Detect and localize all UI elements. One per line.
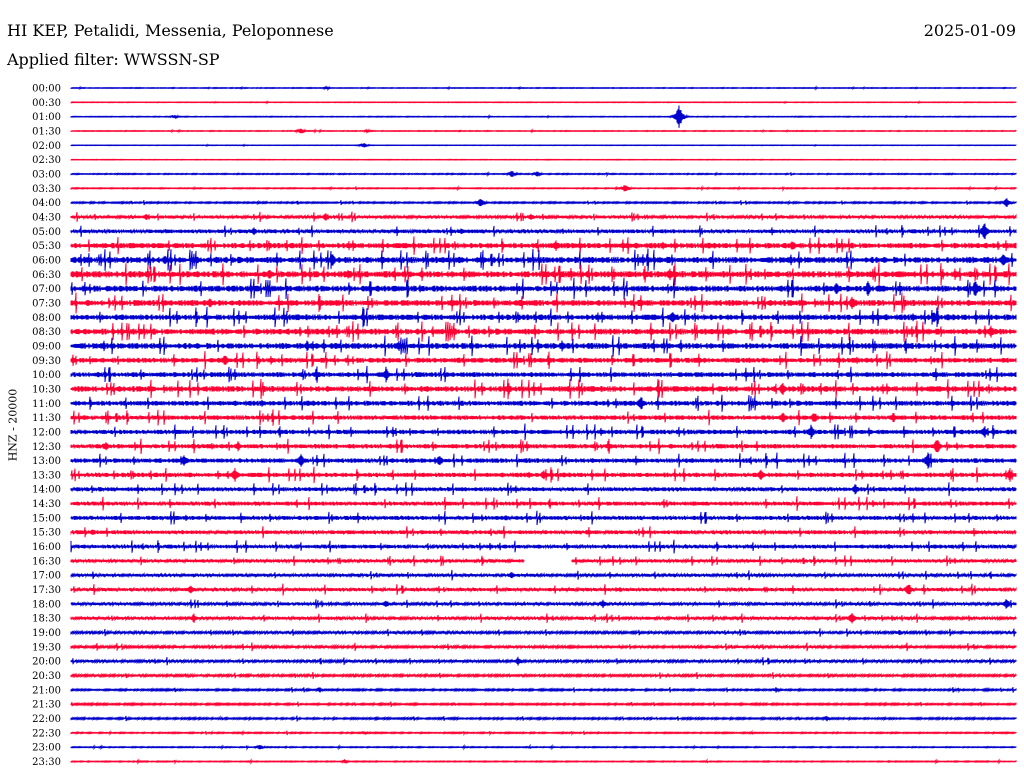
trace-time-label: 05:00 [32, 227, 61, 238]
station-title: HI KEP, Petalidi, Messenia, Peloponnese [7, 21, 334, 40]
trace-time-label: 10:00 [32, 370, 61, 381]
trace-time-label: 03:00 [32, 169, 61, 180]
trace-time-label: 04:00 [32, 198, 61, 209]
trace-time-label: 04:30 [32, 212, 61, 223]
trace-time-label: 02:00 [32, 141, 61, 152]
trace-time-label: 01:00 [32, 112, 61, 123]
trace-time-label: 21:30 [32, 700, 61, 711]
trace-time-label: 18:30 [32, 614, 61, 625]
trace-time-label: 06:30 [32, 270, 61, 281]
trace-time-label: 16:30 [32, 556, 61, 567]
trace-time-label: 08:00 [32, 313, 61, 324]
trace-time-label: 10:30 [32, 384, 61, 395]
trace-time-label: 16:00 [32, 542, 61, 553]
trace-time-label: 11:30 [32, 413, 61, 424]
seismic-trace [70, 292, 1017, 314]
trace-time-label: 12:00 [32, 427, 61, 438]
trace-time-label: 11:00 [32, 399, 61, 410]
trace-time-label: 17:00 [32, 571, 61, 582]
trace-time-label: 21:00 [32, 685, 61, 696]
trace-time-label: 18:00 [32, 599, 61, 610]
trace-time-label: 07:00 [32, 284, 61, 295]
seismic-trace [70, 211, 1017, 223]
trace-time-label: 00:30 [32, 98, 61, 109]
trace-time-label: 09:30 [32, 356, 61, 367]
trace-time-label: 09:00 [32, 341, 61, 352]
trace-time-label: 19:00 [32, 628, 61, 639]
seismic-trace [70, 452, 1017, 469]
record-date: 2025-01-09 [923, 21, 1016, 40]
trace-time-label: 19:30 [32, 642, 61, 653]
trace-time-label: 00:00 [32, 84, 61, 95]
trace-time-label: 05:30 [32, 241, 61, 252]
trace-time-label: 13:30 [32, 470, 61, 481]
trace-time-label: 14:30 [32, 499, 61, 510]
trace-time-label: 15:30 [32, 528, 61, 539]
trace-time-label: 20:30 [32, 671, 61, 682]
filter-label: Applied filter: WWSSN-SP [7, 50, 220, 69]
trace-time-label: 07:30 [32, 298, 61, 309]
trace-time-label: 12:30 [32, 442, 61, 453]
trace-time-label: 22:30 [32, 728, 61, 739]
trace-time-label: 23:00 [32, 743, 61, 754]
trace-time-label: 06:00 [32, 255, 61, 266]
trace-time-label: 03:30 [32, 184, 61, 195]
trace-time-label: 08:30 [32, 327, 61, 338]
trace-time-label: 20:00 [32, 657, 61, 668]
trace-time-label: 22:00 [32, 714, 61, 725]
trace-time-label: 23:30 [32, 757, 61, 768]
trace-time-label: 01:30 [32, 126, 61, 137]
trace-time-label: 13:00 [32, 456, 61, 467]
seismic-trace [70, 236, 1017, 255]
seismic-trace [70, 277, 1017, 300]
trace-time-label: 17:30 [32, 585, 61, 596]
trace-time-label: 15:00 [32, 513, 61, 524]
trace-time-label: 02:30 [32, 155, 61, 166]
trace-time-label: 14:00 [32, 485, 61, 496]
